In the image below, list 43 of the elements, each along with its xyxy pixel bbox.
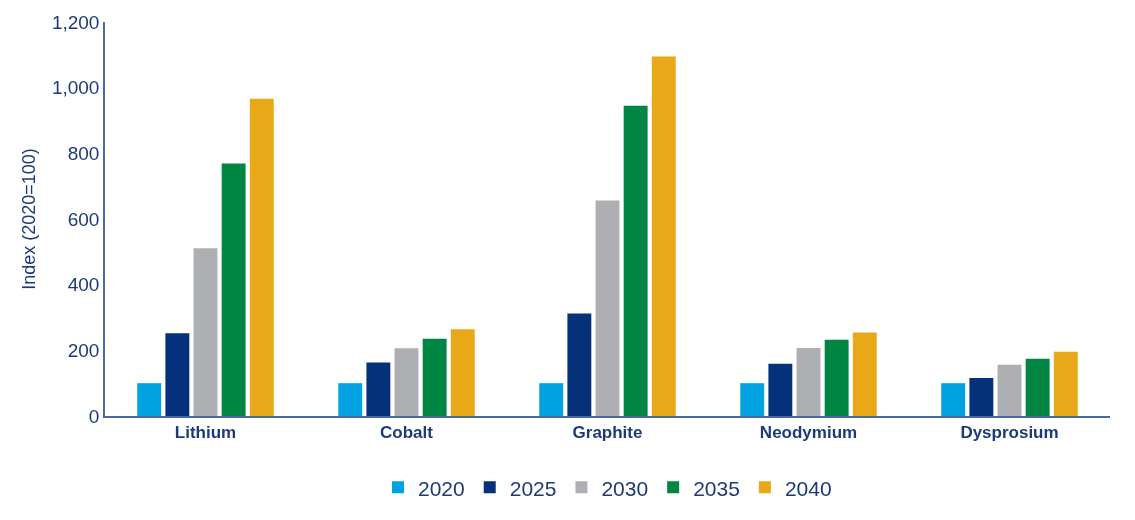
bar bbox=[193, 248, 218, 416]
bar bbox=[852, 332, 877, 416]
bar bbox=[969, 377, 994, 416]
bar bbox=[394, 348, 419, 416]
bar bbox=[740, 383, 765, 416]
y-tick-label: 200 bbox=[67, 339, 100, 361]
bar bbox=[366, 362, 391, 416]
x-tick-label: Dysprosium bbox=[960, 423, 1059, 443]
x-tick-label: Graphite bbox=[572, 423, 643, 443]
legend-label: 2030 bbox=[601, 476, 649, 500]
bar bbox=[941, 383, 966, 416]
bar bbox=[567, 313, 592, 416]
bar bbox=[422, 338, 447, 416]
legend-label: 2040 bbox=[784, 476, 832, 500]
y-tick-label: 1,000 bbox=[51, 77, 100, 99]
y-tick-label: 0 bbox=[88, 405, 100, 427]
y-tick-label: 1,200 bbox=[51, 11, 100, 33]
bar bbox=[1053, 351, 1078, 416]
bar bbox=[221, 163, 246, 416]
bar bbox=[651, 56, 676, 416]
x-tick-label: Lithium bbox=[174, 423, 237, 443]
bar bbox=[165, 333, 190, 416]
bar bbox=[997, 364, 1022, 416]
bar bbox=[796, 348, 821, 416]
bar bbox=[1025, 358, 1050, 416]
bar bbox=[249, 98, 274, 416]
bar bbox=[768, 363, 793, 416]
legend-label: 2025 bbox=[509, 476, 557, 500]
bar bbox=[137, 383, 162, 416]
y-tick-label: 800 bbox=[67, 142, 100, 164]
legend-label: 2035 bbox=[693, 476, 740, 500]
bar bbox=[338, 383, 363, 416]
x-tick-label: Neodymium bbox=[759, 423, 858, 443]
bar bbox=[824, 339, 849, 416]
y-tick-label: 600 bbox=[67, 208, 100, 230]
bar bbox=[623, 105, 648, 416]
y-tick-label: 400 bbox=[67, 274, 100, 296]
bar bbox=[539, 383, 564, 416]
legend-label: 2020 bbox=[418, 476, 465, 500]
bar bbox=[450, 329, 475, 416]
x-tick-label: Cobalt bbox=[380, 423, 434, 443]
y-axis-title: Index (2020=100) bbox=[18, 148, 39, 290]
bar bbox=[595, 200, 620, 416]
